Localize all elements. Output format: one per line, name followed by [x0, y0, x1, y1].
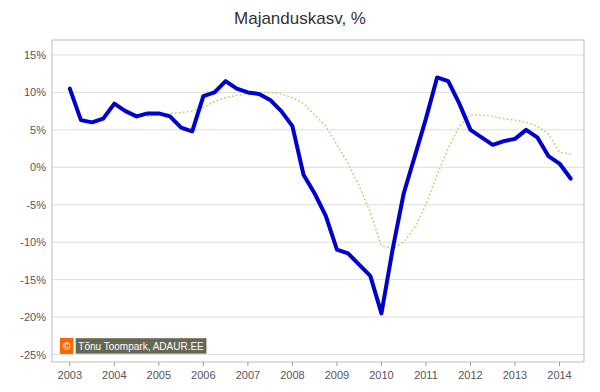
annotation: Tõnu Toompark, ADAUR.EE [78, 341, 204, 352]
x-tick [514, 362, 515, 366]
grid-line [52, 242, 584, 243]
watermark-box [60, 338, 73, 354]
title: Majanduskasv, % [234, 9, 366, 28]
y-tick-label: 15% [24, 49, 46, 61]
x-tick-label: 2007 [236, 369, 260, 381]
x-tick-label: 2004 [102, 369, 126, 381]
x-tick-label: 2008 [280, 369, 304, 381]
x-tick [158, 362, 159, 366]
y-tick-label: -15% [20, 274, 46, 286]
grid [52, 55, 584, 355]
x-tick-label: 2003 [58, 369, 82, 381]
y-tick-label: -10% [20, 236, 46, 248]
line [148, 92, 571, 248]
watermark-box [75, 338, 206, 354]
x-tick-label: 2014 [547, 369, 571, 381]
grid-line [52, 317, 584, 318]
grid-line [52, 129, 584, 130]
grid-line [52, 54, 584, 55]
watermark: © Tõnu Toompark, ADAUR.EE [60, 338, 207, 354]
y-tick-label: -25% [20, 349, 46, 361]
x-tick [292, 362, 293, 366]
line [70, 77, 571, 313]
annotation: © [63, 341, 71, 352]
y-tick-label: 0% [30, 161, 46, 173]
x-tick [203, 362, 204, 366]
x-tick [247, 362, 248, 366]
plot-frame [52, 40, 584, 362]
x-tick [559, 362, 560, 366]
x-tick-label: 2013 [503, 369, 527, 381]
x-tick-label: 2010 [369, 369, 393, 381]
y-axis: -25% -20% -15% -10% -5% 0% 5% 10% 15% [20, 49, 46, 361]
y-tick-label: 10% [24, 86, 46, 98]
x-tick-label: 2012 [458, 369, 482, 381]
x-tick-label: 2006 [191, 369, 215, 381]
y-tick-label: -5% [26, 199, 46, 211]
x-tick [114, 362, 115, 366]
x-tick-label: 2009 [325, 369, 349, 381]
y-tick-label: -20% [20, 311, 46, 323]
grid-line [52, 167, 584, 168]
x-tick [336, 362, 337, 366]
x-tick-label: 2005 [147, 369, 171, 381]
x-tick [381, 362, 382, 366]
plot-area [70, 77, 571, 313]
x-tick [425, 362, 426, 366]
x-tick [470, 362, 471, 366]
chart: Majanduskasv, % -25% -20% -15% -10% -5% 0% 5% 10… [0, 0, 600, 392]
grid-line [52, 92, 584, 93]
x-axis: 2003 2004 2005 2006 2007 2008 2009 2010 2011 2012… [58, 362, 572, 381]
grid-line [52, 279, 584, 280]
y-tick-label: 5% [30, 124, 46, 136]
x-tick-label: 2011 [414, 369, 438, 381]
x-tick [69, 362, 70, 366]
